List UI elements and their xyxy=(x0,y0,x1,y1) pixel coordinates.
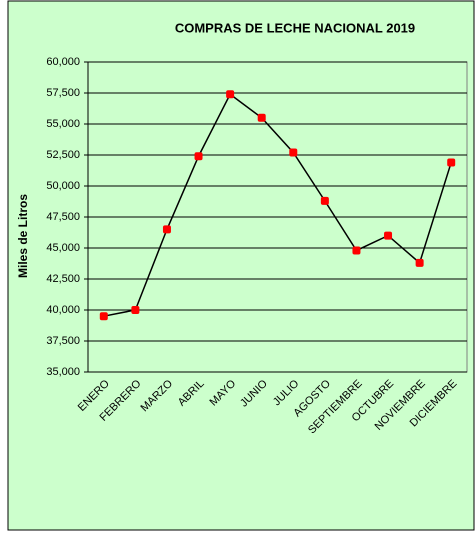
line xyxy=(103,93,452,317)
marker xyxy=(226,90,235,99)
y-tick-label: 60,000 xyxy=(46,56,80,68)
marker xyxy=(131,306,140,314)
y-tick-label: 50,000 xyxy=(46,180,80,192)
marker xyxy=(257,113,266,122)
y-tick-label: 52,500 xyxy=(46,149,80,161)
marker xyxy=(289,148,298,157)
marker xyxy=(99,312,108,321)
y-tick-label: 55,000 xyxy=(46,118,80,130)
marker xyxy=(447,158,456,167)
y-tick-label: 45,000 xyxy=(46,242,80,254)
y-tick-label: 37,500 xyxy=(46,335,80,347)
y-tick-label: 35,000 xyxy=(46,366,80,378)
y-tick-label: 57,500 xyxy=(46,87,80,99)
marker xyxy=(415,258,424,267)
marker xyxy=(162,225,171,234)
chart-title: COMPRAS DE LECHE NACIONAL 2019 xyxy=(175,20,415,35)
marker xyxy=(194,152,203,161)
marker xyxy=(384,231,393,240)
y-axis-label: Miles de Litros xyxy=(16,194,30,278)
marker xyxy=(352,246,361,255)
y-tick-label: 47,500 xyxy=(46,211,80,223)
marker xyxy=(320,196,329,205)
y-tick-label: 42,500 xyxy=(46,273,80,285)
y-tick-label: 40,000 xyxy=(46,304,80,316)
